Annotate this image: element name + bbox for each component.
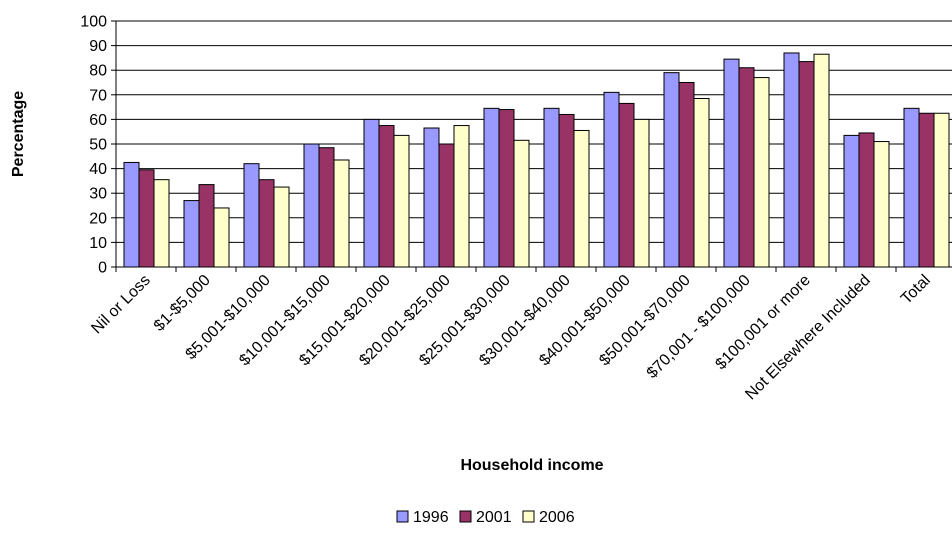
x-tick-labels: Nil or Loss$1-$5,000$5,001-$10,000$10,00… <box>88 272 933 404</box>
legend-label-2006: 2006 <box>539 509 575 526</box>
bar-2006 <box>333 159 350 268</box>
bar-2006 <box>513 139 530 268</box>
bar-1996 <box>423 127 440 268</box>
legend: 1996 2001 2006 <box>396 509 575 526</box>
axes <box>111 20 952 272</box>
bar-1996 <box>783 52 800 268</box>
bar-1996 <box>603 91 620 268</box>
y-tick-labels: 0 10 20 30 40 50 60 70 80 90 100 <box>80 14 107 277</box>
bar-1996 <box>123 161 140 268</box>
legend-swatch-2001 <box>459 510 472 523</box>
y-tick-label: 90 <box>89 38 107 55</box>
bar-2001 <box>798 61 815 268</box>
y-tick-label: 60 <box>89 112 107 129</box>
bar-2001 <box>198 184 215 268</box>
x-tick-label: Nil or Loss <box>88 272 153 337</box>
y-tick-label: 40 <box>89 161 107 178</box>
bar-1996 <box>663 72 680 268</box>
bar-2006 <box>393 134 410 268</box>
bars <box>123 52 950 268</box>
bar-2001 <box>438 143 455 268</box>
bar-1996 <box>183 200 200 268</box>
y-tick-label: 30 <box>89 186 107 203</box>
bar-2001 <box>678 82 695 268</box>
bar-2001 <box>258 179 275 268</box>
bar-2001 <box>138 169 155 268</box>
bar-1996 <box>363 118 380 268</box>
x-axis-title: Household income <box>460 457 603 474</box>
y-tick-label: 20 <box>89 210 107 227</box>
x-tick-label: Not Elsewhere Included <box>742 272 874 404</box>
bar-2006 <box>153 179 170 268</box>
bar-2006 <box>873 141 890 268</box>
legend-label-1996: 1996 <box>413 509 449 526</box>
bar-2001 <box>618 102 635 268</box>
y-tick-label: 10 <box>89 235 107 252</box>
bar-2001 <box>858 132 875 268</box>
y-axis-title: Percentage <box>10 91 27 177</box>
bar-2006 <box>453 125 470 268</box>
x-tick-label: Total <box>898 272 934 308</box>
bar-2006 <box>693 97 710 268</box>
y-tick-label: 70 <box>89 87 107 104</box>
legend-swatch-2006 <box>522 510 535 523</box>
bar-2006 <box>273 186 290 268</box>
y-tick-label: 50 <box>89 137 107 154</box>
bar-1996 <box>483 107 500 268</box>
x-tick-label: $70,001 - $100,000 <box>644 272 754 382</box>
legend-swatch-1996 <box>396 510 409 523</box>
bar-2001 <box>558 113 575 268</box>
bar-2001 <box>498 109 515 268</box>
bar-2006 <box>933 112 950 268</box>
bar-2001 <box>378 125 395 268</box>
bar-1996 <box>843 134 860 268</box>
bar-2001 <box>738 67 755 268</box>
y-tick-label: 80 <box>89 63 107 80</box>
y-tick-label: 100 <box>80 14 107 31</box>
bar-1996 <box>243 163 260 268</box>
bar-1996 <box>903 107 920 268</box>
bar-2006 <box>813 53 830 268</box>
bar-1996 <box>303 143 320 268</box>
bar-2006 <box>573 129 590 268</box>
bar-1996 <box>543 107 560 268</box>
bar-2006 <box>753 77 770 268</box>
bar-2001 <box>918 112 935 268</box>
x-tick-label: $1-$5,000 <box>151 272 214 335</box>
y-tick-label: 0 <box>98 260 107 277</box>
bar-2006 <box>633 118 650 268</box>
legend-label-2001: 2001 <box>476 509 512 526</box>
bar-2006 <box>213 207 230 268</box>
bar-1996 <box>723 58 740 268</box>
bar-2001 <box>318 147 335 268</box>
